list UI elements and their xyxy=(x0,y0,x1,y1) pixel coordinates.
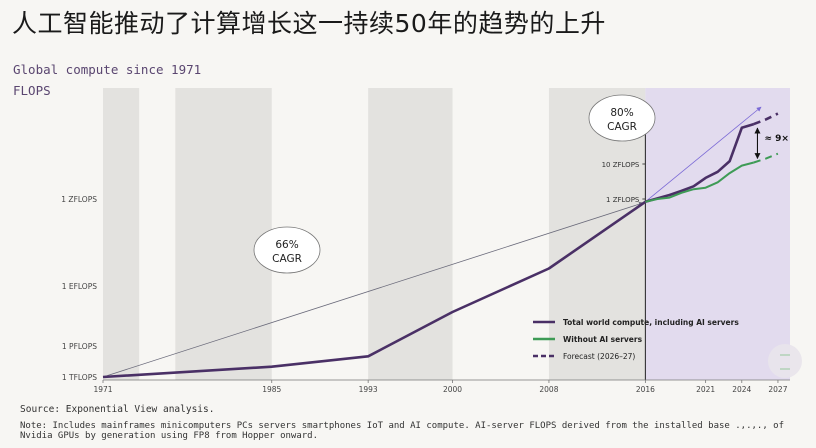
series-total-forecast xyxy=(753,112,779,126)
x-tick-label: 2000 xyxy=(443,385,462,394)
watermark-icon xyxy=(768,344,802,378)
y-unit-label: FLOPS xyxy=(13,83,51,98)
x-tick-label: 2027 xyxy=(768,385,787,394)
x-tick-label: 2016 xyxy=(636,385,655,394)
legend-forecast-label: Forecast (2026–27) xyxy=(563,352,635,361)
trend-line-80 xyxy=(645,106,762,203)
inset-y-tick-label: 10 ZFLOPS xyxy=(602,161,640,169)
y-tick-label: 1 EFLOPS xyxy=(62,282,98,291)
legend-total-label: Total world compute, including AI server… xyxy=(563,318,739,327)
source-note: Source: Exponential View analysis. xyxy=(20,404,215,415)
cagr-bubble-66-value: 66% xyxy=(275,239,298,251)
y-tick-label: 1 TFLOPS xyxy=(62,373,97,382)
x-tick-label: 1993 xyxy=(359,385,378,394)
x-tick-label: 2024 xyxy=(732,385,751,394)
x-tick-label: 1985 xyxy=(262,385,281,394)
y-tick-label: 1 PFLOPS xyxy=(62,342,97,351)
x-tick-label: 2021 xyxy=(696,385,715,394)
series-total-line xyxy=(102,122,755,379)
footnote: Note: Includes mainframes minicomputers … xyxy=(20,421,785,441)
trend-line-66 xyxy=(102,201,644,378)
shaded-period-1 xyxy=(175,88,272,380)
x-tick-label: 2008 xyxy=(539,385,558,394)
inset-y-tick-label: 1 ZFLOPS xyxy=(606,196,640,204)
cagr-bubble-66 xyxy=(253,226,321,274)
cagr-bubble-66-label: CAGR xyxy=(272,253,302,265)
cagr-bubble-80 xyxy=(588,94,656,142)
ratio-label: ≈ 9× xyxy=(764,134,788,144)
x-tick-label: 1971 xyxy=(93,385,112,394)
series-without-ai-forecast xyxy=(753,152,779,164)
cagr-bubble-80-label: CAGR xyxy=(607,121,637,133)
shaded-period-2 xyxy=(368,88,453,380)
chart-subtitle: Global compute since 1971 xyxy=(13,62,202,77)
y-tick-label: 1 ZFLOPS xyxy=(61,195,97,204)
series-without-ai-line xyxy=(645,161,755,203)
legend-without-ai-label: Without AI servers xyxy=(563,335,643,344)
cagr-bubble-80-value: 80% xyxy=(610,107,633,119)
ai-era-region xyxy=(645,88,790,380)
shaded-period-0 xyxy=(103,88,140,380)
chart-title: 人工智能推动了计算增长这一持续50年的趋势的上升 xyxy=(12,9,606,38)
